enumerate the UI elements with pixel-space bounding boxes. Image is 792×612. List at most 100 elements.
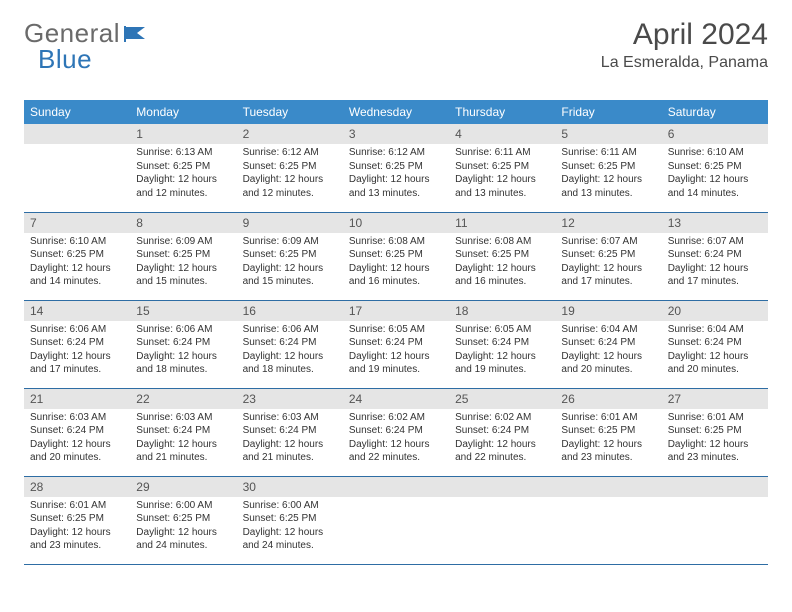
day-details: Sunrise: 6:05 AMSunset: 6:24 PMDaylight:…: [343, 321, 449, 381]
calendar-cell: 30Sunrise: 6:00 AMSunset: 6:25 PMDayligh…: [237, 476, 343, 564]
weekday-header: Thursday: [449, 100, 555, 124]
weekday-header: Tuesday: [237, 100, 343, 124]
calendar-cell: 2Sunrise: 6:12 AMSunset: 6:25 PMDaylight…: [237, 124, 343, 212]
weekday-header: Wednesday: [343, 100, 449, 124]
brand-text-2: Blue: [38, 44, 92, 75]
sunrise-text: Sunrise: 6:10 AM: [30, 235, 124, 249]
calendar-cell: [555, 476, 661, 564]
daylight-text: Daylight: 12 hours and 23 minutes.: [561, 438, 655, 465]
daylight-text: Daylight: 12 hours and 13 minutes.: [561, 173, 655, 200]
daylight-text: Daylight: 12 hours and 14 minutes.: [668, 173, 762, 200]
calendar-cell: 20Sunrise: 6:04 AMSunset: 6:24 PMDayligh…: [662, 300, 768, 388]
title-block: April 2024 La Esmeralda, Panama: [601, 18, 768, 72]
calendar-cell: 23 Sunrise: 6:03 AMSunset: 6:24 PMDayligh…: [237, 388, 343, 476]
day-details: Sunrise: 6:00 AMSunset: 6:25 PMDaylight:…: [237, 497, 343, 557]
day-number: 26: [555, 389, 661, 409]
day-details: Sunrise: 6:02 AMSunset: 6:24 PMDaylight:…: [343, 409, 449, 469]
sunrise-text: Sunrise: 6:03 AM: [30, 411, 124, 425]
calendar-cell: 14Sunrise: 6:06 AMSunset: 6:24 PMDayligh…: [24, 300, 130, 388]
sunset-text: Sunset: 6:24 PM: [136, 424, 230, 438]
daylight-text: Daylight: 12 hours and 17 minutes.: [30, 350, 124, 377]
day-number: 6: [662, 124, 768, 144]
day-number: 13: [662, 213, 768, 233]
weekday-header: Saturday: [662, 100, 768, 124]
sunset-text: Sunset: 6:25 PM: [30, 248, 124, 262]
sunset-text: Sunset: 6:24 PM: [30, 424, 124, 438]
sunrise-text: Sunrise: 6:03 AM: [136, 411, 230, 425]
sunrise-text: Sunrise: 6:00 AM: [136, 499, 230, 513]
day-number: 19: [555, 301, 661, 321]
sunset-text: Sunset: 6:25 PM: [668, 424, 762, 438]
day-number: [343, 477, 449, 497]
sunrise-text: Sunrise: 6:11 AM: [455, 146, 549, 160]
daylight-text: Daylight: 12 hours and 16 minutes.: [349, 262, 443, 289]
sunrise-text: Sunrise: 6:03 AM: [243, 411, 337, 425]
sunset-text: Sunset: 6:25 PM: [668, 160, 762, 174]
daylight-text: Daylight: 12 hours and 23 minutes.: [668, 438, 762, 465]
daylight-text: Daylight: 12 hours and 13 minutes.: [349, 173, 443, 200]
day-number: 7: [24, 213, 130, 233]
calendar-cell: 15Sunrise: 6:06 AMSunset: 6:24 PMDayligh…: [130, 300, 236, 388]
weekday-header: Friday: [555, 100, 661, 124]
day-number: 24: [343, 389, 449, 409]
day-details: Sunrise: 6:08 AMSunset: 6:25 PMDaylight:…: [449, 233, 555, 293]
day-details: Sunrise: 6:02 AMSunset: 6:24 PMDaylight:…: [449, 409, 555, 469]
day-details: Sunrise: 6:10 AMSunset: 6:25 PMDaylight:…: [662, 144, 768, 204]
sunset-text: Sunset: 6:24 PM: [243, 424, 337, 438]
day-number: 4: [449, 124, 555, 144]
sunrise-text: Sunrise: 6:12 AM: [243, 146, 337, 160]
calendar-cell: 28Sunrise: 6:01 AMSunset: 6:25 PMDayligh…: [24, 476, 130, 564]
day-details: Sunrise: 6:13 AMSunset: 6:25 PMDaylight:…: [130, 144, 236, 204]
day-details: Sunrise: 6:12 AMSunset: 6:25 PMDaylight:…: [343, 144, 449, 204]
day-details: Sunrise: 6:11 AMSunset: 6:25 PMDaylight:…: [449, 144, 555, 204]
sunrise-text: Sunrise: 6:13 AM: [136, 146, 230, 160]
sunrise-text: Sunrise: 6:05 AM: [455, 323, 549, 337]
day-number: 21: [24, 389, 130, 409]
day-details: [555, 497, 661, 557]
day-details: Sunrise: 6:08 AMSunset: 6:25 PMDaylight:…: [343, 233, 449, 293]
day-number: 25: [449, 389, 555, 409]
day-number: 15: [130, 301, 236, 321]
day-details: Sunrise: 6:12 AMSunset: 6:25 PMDaylight:…: [237, 144, 343, 204]
sunset-text: Sunset: 6:24 PM: [349, 424, 443, 438]
day-details: Sunrise: 6:06 AMSunset: 6:24 PMDaylight:…: [237, 321, 343, 381]
day-details: Sunrise: 6:10 AMSunset: 6:25 PMDaylight:…: [24, 233, 130, 293]
sunset-text: Sunset: 6:25 PM: [561, 248, 655, 262]
day-number: 27: [662, 389, 768, 409]
sunset-text: Sunset: 6:25 PM: [136, 248, 230, 262]
day-number: 8: [130, 213, 236, 233]
day-number: 30: [237, 477, 343, 497]
sunrise-text: Sunrise: 6:01 AM: [561, 411, 655, 425]
calendar-cell: 29Sunrise: 6:00 AMSunset: 6:25 PMDayligh…: [130, 476, 236, 564]
sunrise-text: Sunrise: 6:05 AM: [349, 323, 443, 337]
calendar-cell: [24, 124, 130, 212]
sunrise-text: Sunrise: 6:06 AM: [30, 323, 124, 337]
calendar-cell: 19Sunrise: 6:04 AMSunset: 6:24 PMDayligh…: [555, 300, 661, 388]
calendar-body: 1Sunrise: 6:13 AMSunset: 6:25 PMDaylight…: [24, 124, 768, 564]
sunrise-text: Sunrise: 6:08 AM: [455, 235, 549, 249]
day-details: Sunrise: 6:11 AMSunset: 6:25 PMDaylight:…: [555, 144, 661, 204]
flag-icon: [123, 24, 149, 44]
daylight-text: Daylight: 12 hours and 19 minutes.: [455, 350, 549, 377]
day-details: Sunrise: 6:06 AMSunset: 6:24 PMDaylight:…: [24, 321, 130, 381]
daylight-text: Daylight: 12 hours and 21 minutes.: [243, 438, 337, 465]
day-number: 23: [237, 389, 343, 409]
calendar-cell: 27Sunrise: 6:01 AMSunset: 6:25 PMDayligh…: [662, 388, 768, 476]
day-number: 14: [24, 301, 130, 321]
daylight-text: Daylight: 12 hours and 15 minutes.: [136, 262, 230, 289]
day-details: Sunrise: 6:03 AMSunset: 6:24 PMDaylight:…: [130, 409, 236, 469]
day-number: 17: [343, 301, 449, 321]
header: General April 2024 La Esmeralda, Panama: [24, 18, 768, 72]
daylight-text: Daylight: 12 hours and 13 minutes.: [455, 173, 549, 200]
sunrise-text: Sunrise: 6:00 AM: [243, 499, 337, 513]
calendar-cell: 6Sunrise: 6:10 AMSunset: 6:25 PMDaylight…: [662, 124, 768, 212]
calendar-cell: 4Sunrise: 6:11 AMSunset: 6:25 PMDaylight…: [449, 124, 555, 212]
day-number: 20: [662, 301, 768, 321]
daylight-text: Daylight: 12 hours and 17 minutes.: [668, 262, 762, 289]
calendar-week-row: 14Sunrise: 6:06 AMSunset: 6:24 PMDayligh…: [24, 300, 768, 388]
sunrise-text: Sunrise: 6:06 AM: [136, 323, 230, 337]
day-number: 9: [237, 213, 343, 233]
day-details: [662, 497, 768, 557]
day-details: Sunrise: 6:03 AMSunset: 6:24 PMDaylight:…: [24, 409, 130, 469]
daylight-text: Daylight: 12 hours and 14 minutes.: [30, 262, 124, 289]
